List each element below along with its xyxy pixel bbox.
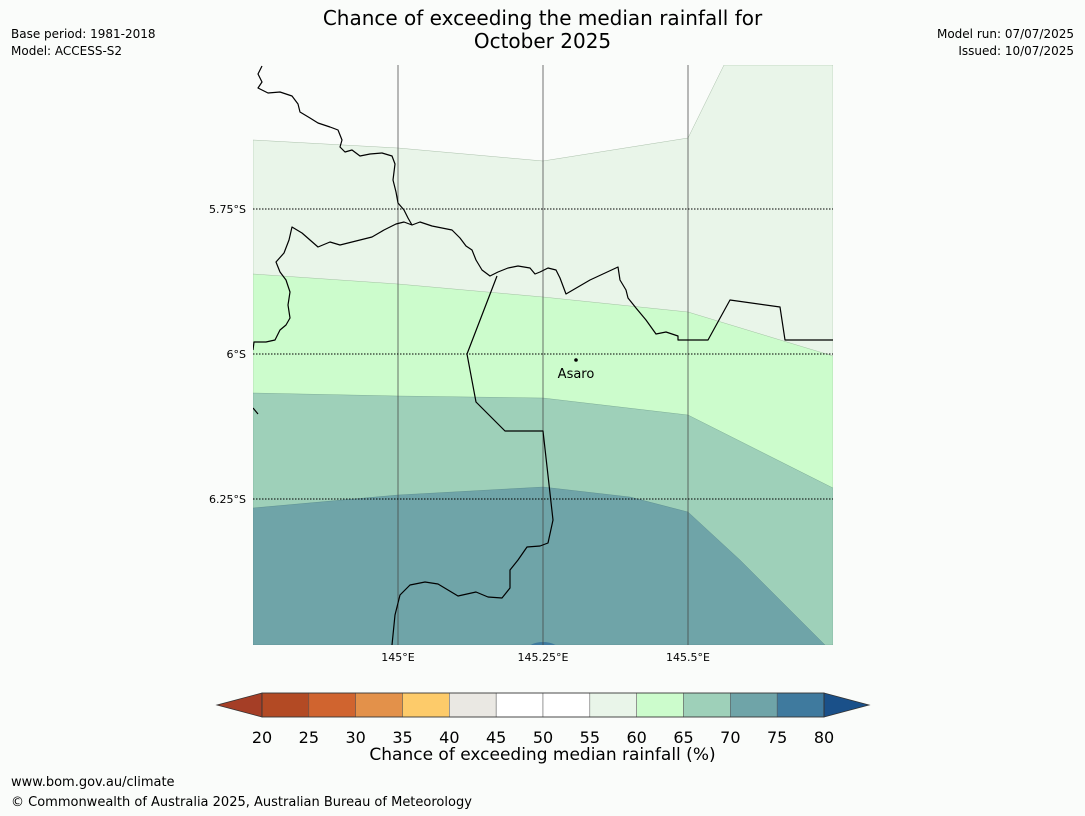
- lon-label-145.5: 145.5°E: [666, 651, 710, 664]
- colorbar-title: Chance of exceeding median rainfall (%): [369, 745, 716, 765]
- colorbar-frame: [261, 692, 825, 718]
- colorbar-cell: [308, 692, 356, 718]
- colorbar-cell: [355, 692, 403, 718]
- lat-label-5.75: 5.75°S: [209, 203, 246, 216]
- title-line-1: Chance of exceeding the median rainfall …: [322, 6, 763, 30]
- colorbar-extend-low: [215, 692, 263, 718]
- rainfall-map[interactable]: 5.75°S 6°S 6.25°S 145°E 145.25°E 145.5°E…: [0, 0, 1085, 690]
- colorbar-extend-high: [823, 692, 871, 718]
- colorbar-cell: [261, 692, 310, 718]
- colorbar-tick-label: 40: [439, 728, 460, 747]
- colorbar-tick-label: 60: [626, 728, 647, 747]
- colorbar-tick-label: 70: [720, 728, 741, 747]
- colorbar-tick-label: 35: [392, 728, 413, 747]
- colorbar-cell: [495, 692, 544, 718]
- colorbar-cell: [636, 692, 684, 718]
- colorbar-tick-label: 65: [673, 728, 694, 747]
- latitude-labels: 5.75°S 6°S 6.25°S: [209, 203, 246, 506]
- colorbar-tick-label: 50: [532, 728, 554, 747]
- base-period-text: Base period: 1981-2018: [11, 27, 156, 41]
- asaro-label: Asaro: [558, 367, 595, 382]
- meta-right: Model run: 07/07/2025 Issued: 10/07/2025: [937, 26, 1074, 60]
- colorbar-cell: [542, 692, 591, 718]
- colorbar-cell: [730, 692, 778, 718]
- model-text: Model: ACCESS-S2: [11, 44, 123, 58]
- colorbar-tick-label: 80: [813, 728, 835, 747]
- colorbar-tick-label: 30: [345, 728, 366, 747]
- longitude-gridlines: [397, 65, 689, 645]
- issued-text: Issued: 10/07/2025: [958, 44, 1074, 58]
- model-run-text: Model run: 07/07/2025: [936, 27, 1074, 41]
- colorbar-tick-label: 45: [485, 728, 507, 747]
- colorbar-cells: [215, 692, 871, 718]
- province-boundaries: [253, 65, 833, 645]
- meta-left: Base period: 1981-2018 Model: ACCESS-S2: [11, 26, 156, 60]
- colorbar: [215, 692, 871, 718]
- asaro-marker: [574, 358, 578, 362]
- colorbar-cell: [449, 692, 497, 718]
- colorbar-tick-label: 20: [251, 728, 273, 747]
- colorbar-tick-label: 25: [298, 728, 320, 747]
- colorbar-tick-label: 75: [766, 728, 788, 747]
- longitude-labels: 145°E 145.25°E 145.5°E: [381, 651, 710, 664]
- colorbar-cell: [683, 692, 731, 718]
- lon-label-145: 145°E: [381, 651, 414, 664]
- footer-url[interactable]: www.bom.gov.au/climate: [11, 775, 175, 790]
- title-line-2: October 2025: [473, 29, 612, 53]
- colorbar-cell: [589, 692, 637, 718]
- lat-label-6: 6°S: [227, 348, 246, 361]
- colorbar-cell: [402, 692, 450, 718]
- colorbar-tick-label: 55: [579, 728, 601, 747]
- latitude-gridlines: [253, 208, 833, 500]
- colorbar-cell: [776, 692, 825, 718]
- lat-label-6.25: 6.25°S: [209, 493, 246, 506]
- chart-title: Chance of exceeding the median rainfall …: [0, 7, 1085, 53]
- lon-label-145.25: 145.25°E: [518, 651, 569, 664]
- footer-copyright: © Commonwealth of Australia 2025, Austra…: [11, 795, 472, 810]
